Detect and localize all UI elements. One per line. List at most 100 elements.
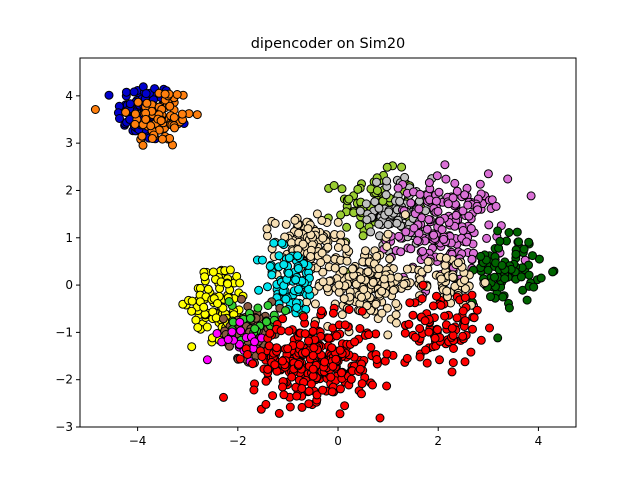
scatter-point [270,360,280,370]
scatter-point [331,354,341,364]
scatter-point [262,317,271,327]
scatter-point [441,174,451,184]
scatter-point [329,181,339,190]
scatter-point [278,314,288,324]
scatter-point [263,364,273,374]
scatter-point [405,298,415,308]
scatter-point [333,243,343,252]
scatter-point [133,97,143,107]
scatter-point [526,191,536,201]
scatter-point [377,286,387,296]
scatter-point [368,277,378,287]
scatter-point [337,368,346,378]
scatter-point [202,355,212,365]
scatter-point [265,261,275,271]
scatter-point [199,302,209,312]
scatter-point [381,190,391,200]
scatter-point [460,275,469,285]
y-tick-label: −3 [55,420,73,434]
scatter-point [433,325,442,335]
scatter-point [336,230,346,240]
scatter-point [304,399,314,409]
scatter-point [281,294,291,304]
scatter-point [483,169,493,179]
scatter-point [452,313,462,323]
scatter-point [463,200,473,210]
scatter-point [203,284,213,294]
scatter-point [292,303,302,313]
scatter-point [379,274,389,284]
scatter-point [374,219,384,229]
scatter-point [469,313,479,323]
scatter-point [341,244,351,253]
scatter-point [415,324,425,333]
scatter-point [424,178,434,188]
scatter-point [482,233,492,243]
scatter-point [147,134,157,143]
scatter-point [391,299,401,308]
scatter-point [278,382,287,392]
scatter-point [497,260,507,270]
scatter-point [294,359,304,369]
scatter-point [383,330,393,340]
scatter-point [187,306,197,316]
scatter-point [125,99,135,109]
scatter-point [342,256,352,266]
scatter-point [200,272,210,282]
scatter-point [249,385,259,395]
scatter-point [420,316,430,326]
scatter-point [277,238,287,248]
scatter-point [285,402,295,412]
scatter-point [453,258,463,268]
scatter-point [172,90,182,99]
scatter-point [303,224,313,234]
scatter-point [355,364,365,374]
scatter-point [191,315,201,325]
scatter-point [393,272,403,282]
scatter-point [402,353,412,363]
scatter-point [263,301,273,310]
scatter-point [250,337,259,347]
scatter-point [274,251,284,261]
scatter-point [270,218,280,228]
scatter-point [468,324,477,334]
scatter-point [269,238,279,248]
scatter-point [227,327,237,337]
scatter-point [384,207,394,217]
scatter-point [380,356,390,366]
scatter-point [334,280,344,290]
scatter-point [500,274,510,284]
scatter-point [295,340,305,350]
scatter-point [366,342,376,352]
scatter-point [317,306,326,316]
scatter-point [460,284,470,294]
scatter-point [348,264,357,274]
scatter-point [308,364,318,374]
scatter-point [294,284,303,294]
scatter-point [169,113,179,122]
scatter-point [486,292,495,302]
scatter-point [372,177,381,187]
scatter-point [157,134,167,144]
scatter-point [413,236,422,246]
scatter-point [208,267,218,277]
scatter-point [272,343,282,353]
scatter-point [317,215,327,225]
scatter-point [424,215,434,224]
x-axis: −4 −2 0 2 4 [129,427,542,448]
scatter-point [138,140,148,150]
y-tick-label: 3 [65,136,73,150]
scatter-point [223,335,233,344]
scatter-point [495,236,505,246]
scatter-point [250,324,260,334]
scatter-point [327,387,337,397]
scatter-point [337,184,347,194]
scatter-point [235,278,245,288]
scatter-point [248,359,258,369]
scatter-point [330,263,340,273]
scatter-point [335,345,345,355]
scatter-point [292,391,302,401]
scatter-point [318,385,328,395]
scatter-point [267,270,277,280]
scatter-point [236,326,246,336]
